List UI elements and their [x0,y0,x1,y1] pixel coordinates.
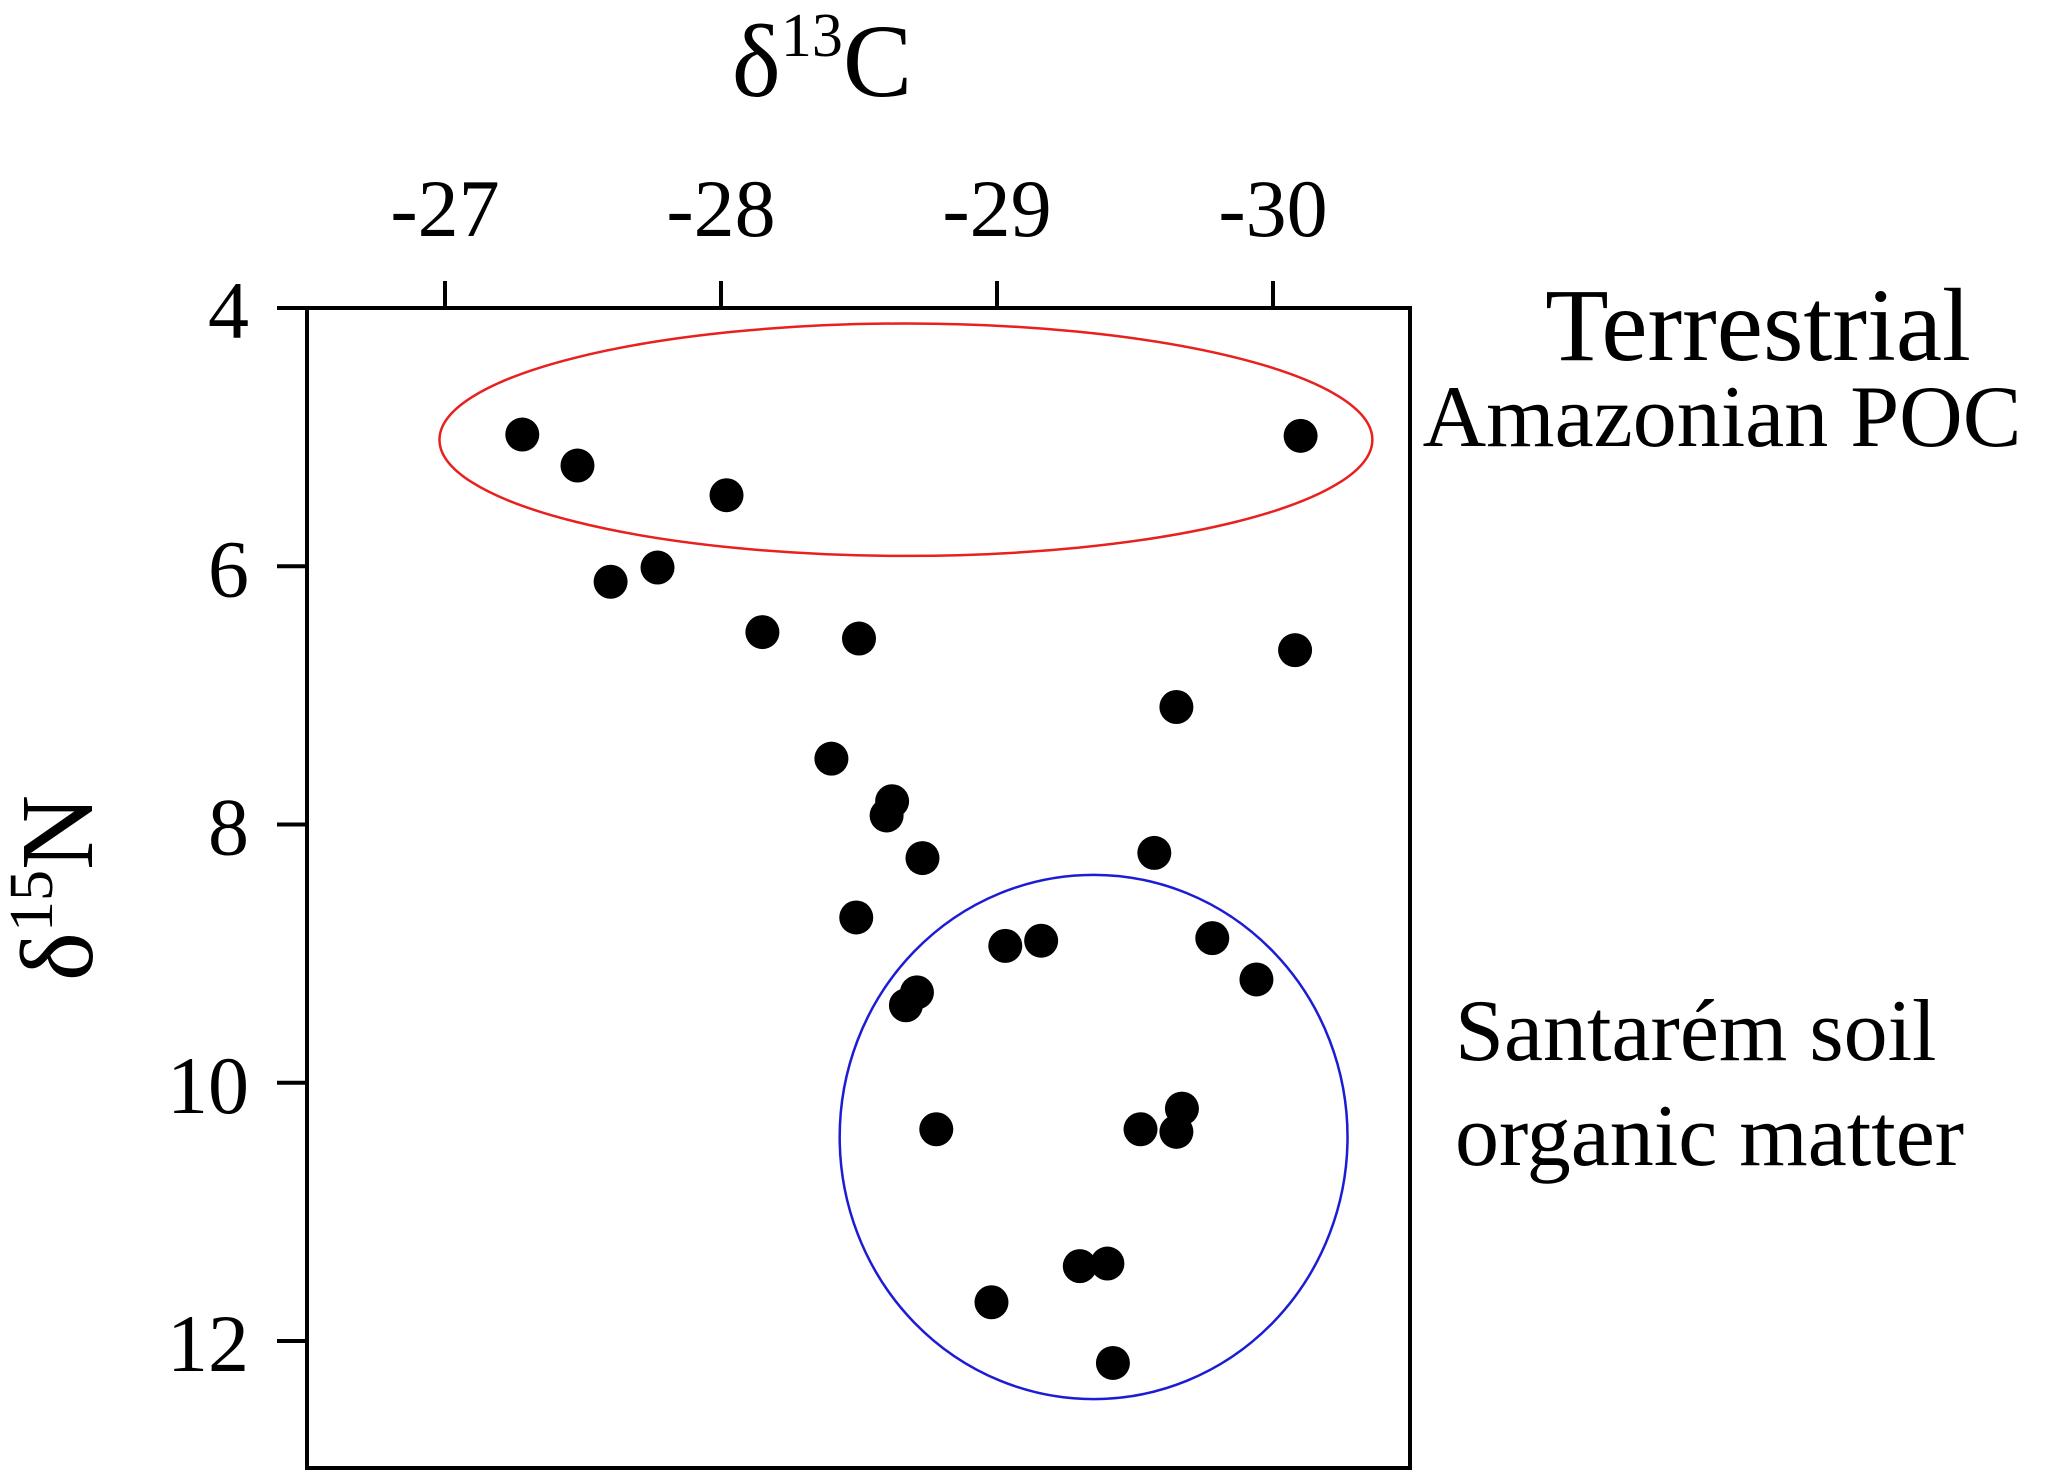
data-point [745,615,780,650]
x-axis-title-tail: C [843,4,912,119]
annotation-amazonian-poc: Amazonian POC [1423,369,2022,466]
data-point [1283,418,1318,453]
annotation-terrestrial: Terrestrial [1545,268,1971,383]
x-tick-label: -27 [390,163,499,254]
y-tick-label: 6 [208,523,249,614]
data-point [1062,1249,1097,1284]
data-point [988,928,1023,963]
x-axis-title-base: δ [732,4,781,119]
data-point [1024,923,1059,958]
data-point [842,621,876,656]
data-point [1090,1246,1125,1281]
annotation-santarem-soil: Santarém soil [1455,983,1936,1080]
data-point [919,1112,954,1147]
data-point [593,564,628,599]
data-point [974,1285,1009,1320]
plot-frame [305,306,1412,1470]
data-point [1195,921,1230,956]
data-point [814,741,849,776]
y-tick-label: 10 [167,1040,249,1131]
y-axis-title-tail: N [0,795,115,870]
data-point [839,900,874,935]
data-point [1239,962,1274,997]
y-tick-label: 8 [208,782,249,873]
data-point [1164,1091,1199,1126]
x-tick-label: -29 [942,163,1051,254]
annotation-organic-matter: organic matter [1455,1088,1964,1185]
data-point [869,798,904,833]
y-tick-label: 4 [208,265,249,356]
data-point [1278,633,1313,668]
data-point [1123,1112,1158,1147]
data-point [1137,835,1172,870]
data-point [1159,689,1194,724]
x-tick-label: -30 [1218,163,1327,254]
data-point [905,841,940,876]
x-tick-label: -28 [666,163,775,254]
data-point [709,478,744,513]
y-axis-title-base: δ [0,932,115,981]
y-tick-label: 12 [167,1298,249,1389]
data-point [505,417,540,452]
data-points [505,417,1318,1380]
data-point [1095,1345,1130,1380]
y-axis-ticks: 4 6 8 10 12 [167,265,307,1389]
data-point [640,550,675,585]
terrestrial-poc-ellipse [438,322,1374,558]
y-axis-title: δ15N [0,795,115,981]
data-point [899,975,934,1010]
x-axis-title-sup: 13 [781,2,843,70]
y-axis-title-sup: 15 [0,870,66,932]
santarem-soil-circle [838,873,1349,1401]
x-axis-title: δ13C [732,2,912,119]
data-point [560,448,595,483]
x-axis-ticks: -27 -28 -29 -30 [390,163,1328,308]
